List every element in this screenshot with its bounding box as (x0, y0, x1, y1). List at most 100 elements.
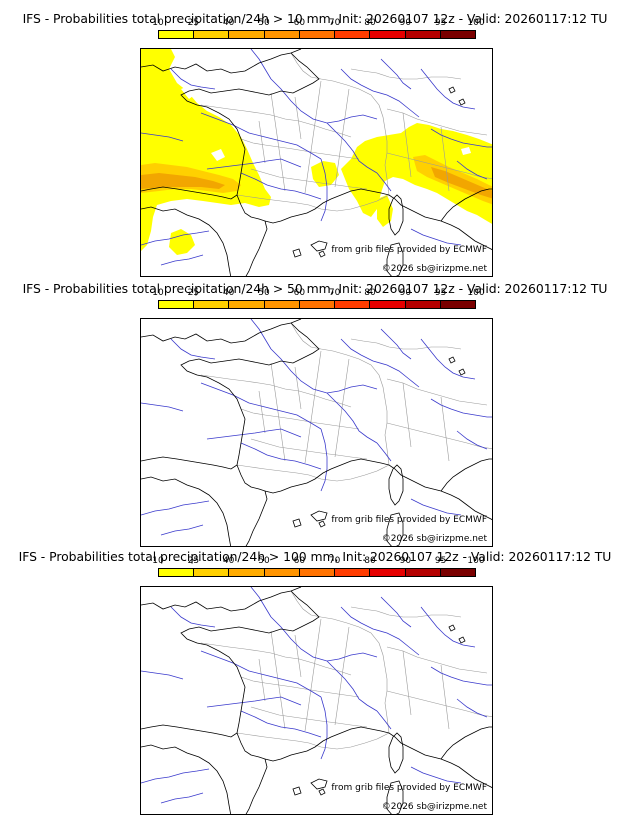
island (310, 778, 328, 790)
island (318, 788, 326, 796)
colorbar-segment (264, 301, 300, 308)
colorbar-tick-label: 100 (467, 18, 485, 28)
river (320, 428, 328, 492)
colorbar-tick-label: 10 (152, 288, 164, 298)
river (200, 650, 322, 698)
colorbar-segment (194, 569, 230, 576)
coastline (141, 49, 492, 276)
colorbar-segment (264, 569, 300, 576)
admin-border (240, 408, 360, 430)
colorbar-tick-label: 90 (399, 288, 412, 298)
admin-border (294, 366, 302, 410)
admin-border (402, 382, 412, 448)
credit-source: from grib files provided by ECMWF (331, 783, 487, 793)
island (292, 248, 302, 258)
island (318, 250, 326, 258)
river (420, 606, 476, 648)
colorbar-segment (299, 31, 336, 38)
borders-layer (200, 52, 492, 212)
colorbar-tick-label: 95 (434, 288, 447, 298)
rivers-layer (141, 49, 492, 266)
river (250, 49, 272, 80)
river (250, 587, 272, 618)
river (240, 172, 322, 200)
island (318, 520, 326, 528)
colorbar-segment (299, 569, 336, 576)
precip-overlay (141, 49, 492, 255)
rivers-layer (141, 587, 492, 804)
coast-layer (141, 587, 492, 814)
river (420, 338, 476, 380)
precip-area (141, 49, 271, 251)
river (376, 172, 392, 192)
river (141, 500, 210, 516)
colorbar-tick-label: 40 (222, 556, 235, 566)
river (430, 666, 492, 686)
island-corsica (388, 732, 404, 774)
colorbar-tick-label: 90 (399, 556, 412, 566)
island (448, 356, 456, 364)
precip-gap (181, 85, 197, 99)
panel-title: IFS - Probabilities total precipitation/… (22, 281, 608, 296)
colorbar (158, 300, 476, 309)
colorbar-segment (335, 569, 371, 576)
admin-border (240, 138, 360, 160)
admin-border (386, 422, 492, 449)
colorbar-segment (194, 301, 230, 308)
river (160, 792, 204, 804)
colorbar-tick-label: 100 (467, 288, 485, 298)
river (380, 596, 412, 628)
river (240, 442, 322, 470)
river (141, 132, 184, 142)
admin-border (240, 676, 360, 698)
colorbar-segment (370, 569, 406, 576)
colorbar-tick-label: 95 (434, 556, 447, 566)
colorbar-tick-label: 25 (187, 18, 200, 28)
credit-source: from grib files provided by ECMWF (331, 245, 487, 255)
colorbar-segment (194, 31, 230, 38)
colorbar-tick-label: 60 (293, 556, 306, 566)
island (458, 98, 466, 106)
precip-gap (161, 207, 173, 217)
colorbar-tick-labels: 10 25 40 50 60 70 80 90 95 100 (152, 288, 484, 299)
map-area: from grib files provided by ECMWF ©2026 … (140, 48, 493, 277)
colorbar-segment (405, 31, 441, 38)
colorbar-tick-label: 70 (328, 288, 341, 298)
colorbar-segment (264, 31, 300, 38)
colorbar-segment (370, 31, 406, 38)
island-corsica (388, 464, 404, 506)
admin-border (294, 96, 302, 140)
colorbar-segment (370, 301, 406, 308)
colorbar-tick-label: 70 (328, 556, 341, 566)
map-svg (141, 319, 492, 546)
river (240, 710, 322, 738)
colorbar-segment (299, 301, 336, 308)
river (170, 338, 216, 360)
river (456, 430, 488, 450)
colorbar-tick-labels: 10 25 40 50 60 70 80 90 95 100 (152, 556, 484, 567)
colorbar-tick-label: 10 (152, 556, 164, 566)
river (200, 112, 322, 160)
panel-title: IFS - Probabilities total precipitation/… (22, 11, 608, 26)
river (141, 402, 184, 412)
admin-border (200, 374, 352, 408)
river (380, 328, 412, 360)
colorbar-tick-label: 10 (152, 18, 164, 28)
admin-border (402, 650, 412, 716)
river (376, 710, 392, 730)
admin-border (350, 338, 462, 350)
colorbar-tick-label: 50 (258, 556, 270, 566)
river (326, 392, 378, 444)
coastline (141, 206, 232, 276)
coast-layer (141, 319, 492, 546)
colorbar-tick-label: 60 (293, 18, 306, 28)
island (448, 624, 456, 632)
river (340, 338, 420, 388)
credit-copyright: ©2026 sb@irizpme.net (381, 802, 487, 812)
colorbar-tick-label: 90 (399, 18, 412, 28)
river (456, 160, 488, 180)
colorbar-segment (229, 569, 265, 576)
colorbar-tick-label: 25 (187, 288, 200, 298)
river (320, 696, 328, 760)
colorbar-segment (440, 31, 475, 38)
